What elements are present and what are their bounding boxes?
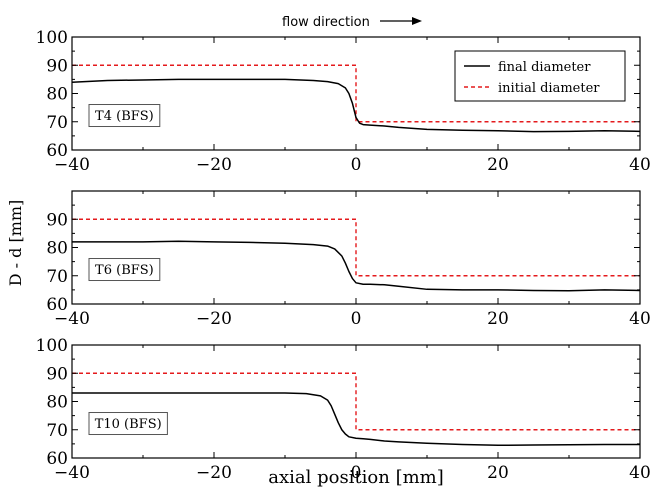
x-tick-label-t4: 40: [629, 155, 651, 175]
series-final-diameter-t10: [72, 392, 640, 447]
y-tick-label-t4: 60: [46, 141, 68, 161]
y-axis-label: D - d [mm]: [6, 200, 25, 287]
y-tick-label-t6: 90: [46, 210, 68, 230]
flow-arrow-icon: [412, 17, 422, 25]
legend: final diameter initial diameter: [454, 50, 626, 102]
legend-label-initial-diameter: initial diameter: [498, 81, 600, 96]
flow-direction-annotation: flow direction: [282, 15, 422, 30]
y-tick-label-t10: 100: [36, 336, 68, 356]
series-final-diameter-t4: [72, 78, 640, 133]
x-tick-label-t6: 0: [351, 309, 362, 329]
x-tick-label-t10: −40: [54, 463, 90, 483]
x-tick-label-t4: −40: [54, 155, 90, 175]
x-tick-label-t4: 20: [487, 155, 509, 175]
plot-area-t10: [72, 372, 640, 447]
x-tick-label-t6: −20: [196, 309, 232, 329]
panel-tag-t4: T4 (BFS): [95, 109, 154, 124]
plot-area-t6: [72, 218, 640, 292]
panel-tag-box-t4: [88, 104, 161, 128]
x-tick-label-t10: 20: [487, 463, 509, 483]
x-tick-label-t10: 0: [351, 463, 362, 483]
x-tick-label-t6: 20: [487, 309, 509, 329]
x-tick-label-t4: 0: [351, 155, 362, 175]
plot-area-t4: [72, 64, 640, 133]
x-tick-label-t10: −20: [196, 463, 232, 483]
x-tick-label-t6: −40: [54, 309, 90, 329]
y-tick-label-t10: 70: [46, 421, 68, 441]
panel-t6: −40 −20 0 20 40 60 70 80 90 T6 (BFS): [46, 190, 651, 329]
x-tick-label-t4: −20: [196, 155, 232, 175]
y-tick-label-t6: 60: [46, 295, 68, 315]
y-tick-label-t4: 100: [36, 28, 68, 48]
y-tick-label-t4: 80: [46, 85, 68, 105]
y-tick-label-t4: 70: [46, 113, 68, 133]
legend-box: [454, 50, 626, 102]
axes-frame-t10: [71, 344, 641, 459]
flow-direction-label: flow direction: [282, 15, 370, 30]
series-final-diameter-t6: [72, 240, 640, 292]
x-axis-label: axial position [mm]: [268, 467, 444, 488]
x-tick-label-t10: 40: [629, 463, 651, 483]
y-tick-label-t10: 60: [46, 449, 68, 469]
x-tick-label-t6: 40: [629, 309, 651, 329]
panel-tag-t6: T6 (BFS): [95, 263, 154, 278]
panel-tag-t10: T10 (BFS): [95, 417, 162, 432]
y-tick-label-t10: 80: [46, 393, 68, 413]
series-initial-diameter-t4: [72, 64, 640, 123]
y-tick-label-t10: 90: [46, 364, 68, 384]
y-tick-label-t6: 70: [46, 267, 68, 287]
series-initial-diameter-t10: [72, 372, 640, 431]
panel-t10: −40 −20 0 20 40 60 70 80 90 100 T10 (BFS): [36, 336, 651, 483]
y-tick-label-t4: 90: [46, 56, 68, 76]
series-initial-diameter-t6: [72, 218, 640, 277]
legend-label-final-diameter: final diameter: [498, 60, 591, 75]
panel-tag-box-t6: [88, 258, 161, 282]
panels: −40 −20 0 20 40 60 70 80 90 100 T4 (BFS) final diam…: [36, 28, 651, 483]
panel-tag-box-t10: [88, 412, 168, 436]
panel-t4: −40 −20 0 20 40 60 70 80 90 100 T4 (BFS) final diam…: [36, 28, 651, 175]
y-tick-label-t6: 80: [46, 239, 68, 259]
axes-frame-t6: [71, 190, 641, 305]
